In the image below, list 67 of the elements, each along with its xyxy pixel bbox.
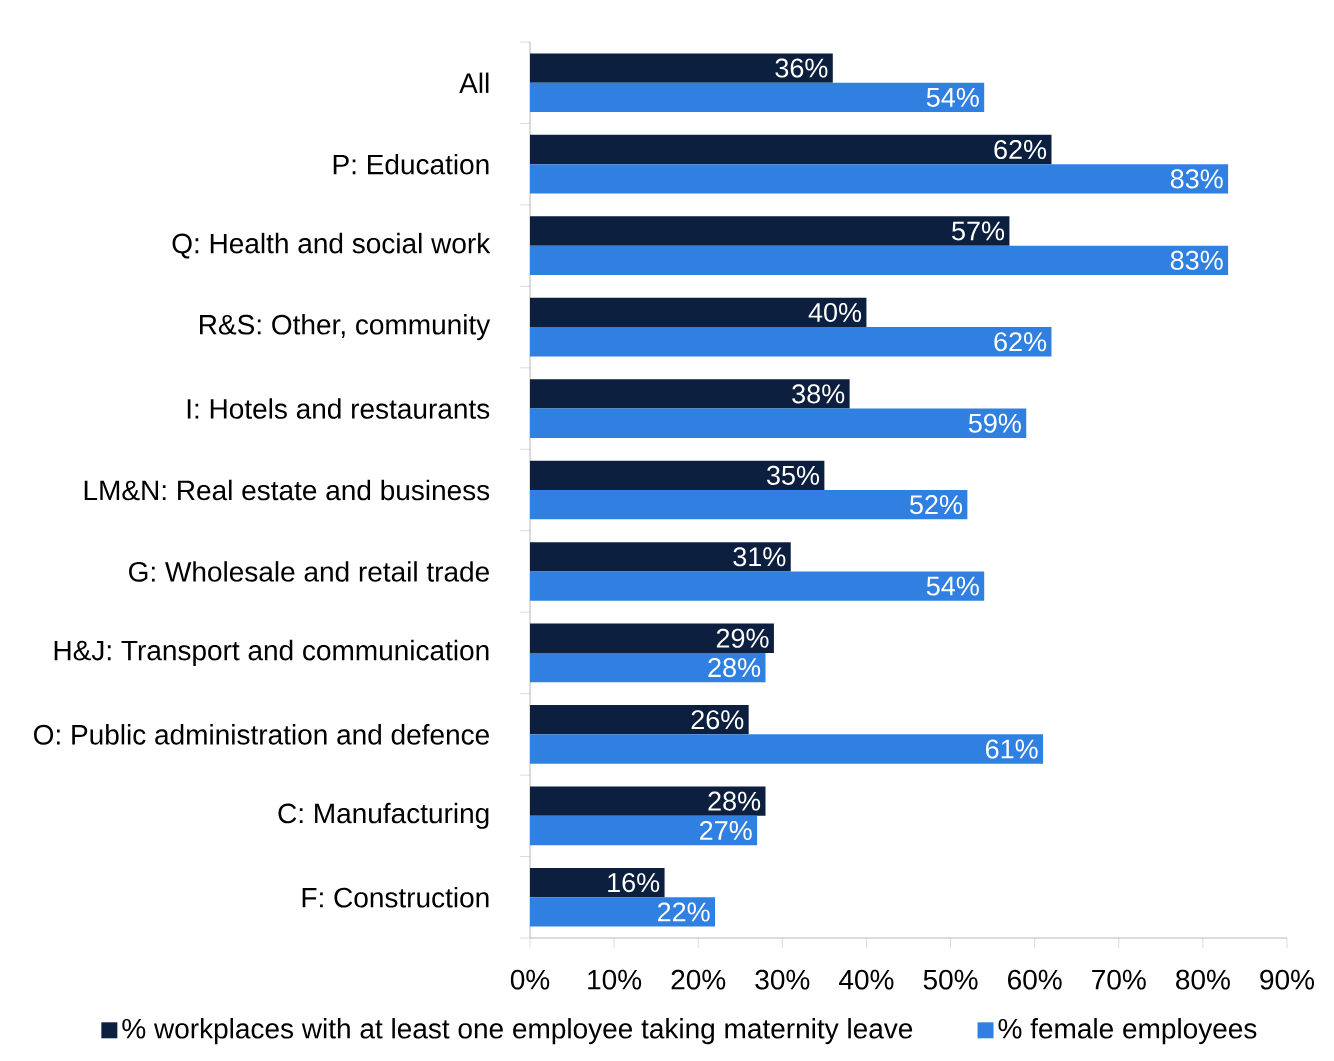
bar [530, 379, 850, 409]
y-tick-label: I: Hotels and restaurants [187, 398, 490, 419]
x-tick-label: 40% [839, 969, 894, 990]
y-tick-label: Q: Health and social work [172, 232, 491, 259]
x-tick-label: 80% [1176, 969, 1230, 990]
bar [530, 53, 833, 83]
bar [530, 705, 749, 735]
data-label: 22% [657, 902, 710, 922]
bar [530, 327, 1052, 357]
x-tick-label: 10% [588, 969, 642, 990]
data-label: 40% [808, 302, 862, 322]
bar [530, 297, 867, 328]
data-label: 62% [994, 332, 1047, 352]
data-label: 59% [968, 413, 1021, 433]
y-tick-label: R&S: Other, community [200, 314, 491, 341]
x-tick-label: 20% [671, 969, 726, 990]
data-label: 35% [766, 465, 820, 485]
data-label: 62% [994, 139, 1047, 160]
data-label: 61% [986, 739, 1038, 759]
y-tick-label: LM&N: Real estate and business [84, 479, 490, 501]
bar [530, 82, 985, 113]
bar [530, 164, 1229, 194]
bar [530, 815, 758, 846]
bar [530, 623, 774, 653]
data-label: 28% [708, 791, 761, 811]
data-label: 31% [733, 547, 786, 567]
y-tick-label: G: Wholesale and retail trade [129, 561, 489, 582]
bar [530, 652, 766, 683]
x-tick-label: 0% [510, 969, 550, 990]
legend-label: % female employees [998, 1018, 1257, 1045]
data-label: 83% [1170, 169, 1223, 189]
bar [530, 490, 968, 520]
data-label: 28% [708, 658, 761, 678]
y-tick-label: C: Manufacturing [278, 802, 489, 829]
x-tick-label: 30% [755, 969, 810, 990]
x-tick-label: 50% [923, 969, 978, 990]
bar [530, 460, 825, 491]
data-label: 29% [716, 628, 769, 648]
data-label: 83% [1170, 250, 1223, 270]
data-label: 54% [926, 576, 979, 596]
bar [530, 897, 716, 927]
data-label: 54% [926, 87, 979, 107]
y-tick-label: P: Education [333, 153, 489, 175]
data-label: 16% [608, 873, 660, 893]
data-label: 26% [691, 710, 744, 730]
bar [530, 867, 665, 898]
data-label: 57% [952, 221, 1005, 241]
x-tick-label: 70% [1092, 969, 1146, 990]
x-tick-label: 60% [1008, 969, 1062, 990]
bar [530, 786, 766, 816]
y-tick-label: All [459, 72, 489, 93]
bar [530, 134, 1052, 165]
y-tick-label: F: Construction [302, 887, 489, 908]
legend-label: % workplaces with at least one employee taking maternity leave [122, 1018, 913, 1045]
data-label: 27% [700, 820, 752, 840]
data-label: 52% [910, 495, 963, 515]
y-tick-label: H&J: Transport and communication [54, 639, 489, 666]
bar [530, 408, 1027, 438]
bar [530, 571, 985, 601]
bar [530, 216, 1010, 246]
y-tick-label: O: Public administration and defence [33, 724, 489, 745]
bar [530, 542, 791, 572]
bar [530, 734, 1044, 764]
x-tick-label: 90% [1260, 969, 1315, 990]
data-label: 38% [792, 384, 845, 404]
data-label: 36% [775, 58, 828, 78]
bar [530, 245, 1229, 275]
